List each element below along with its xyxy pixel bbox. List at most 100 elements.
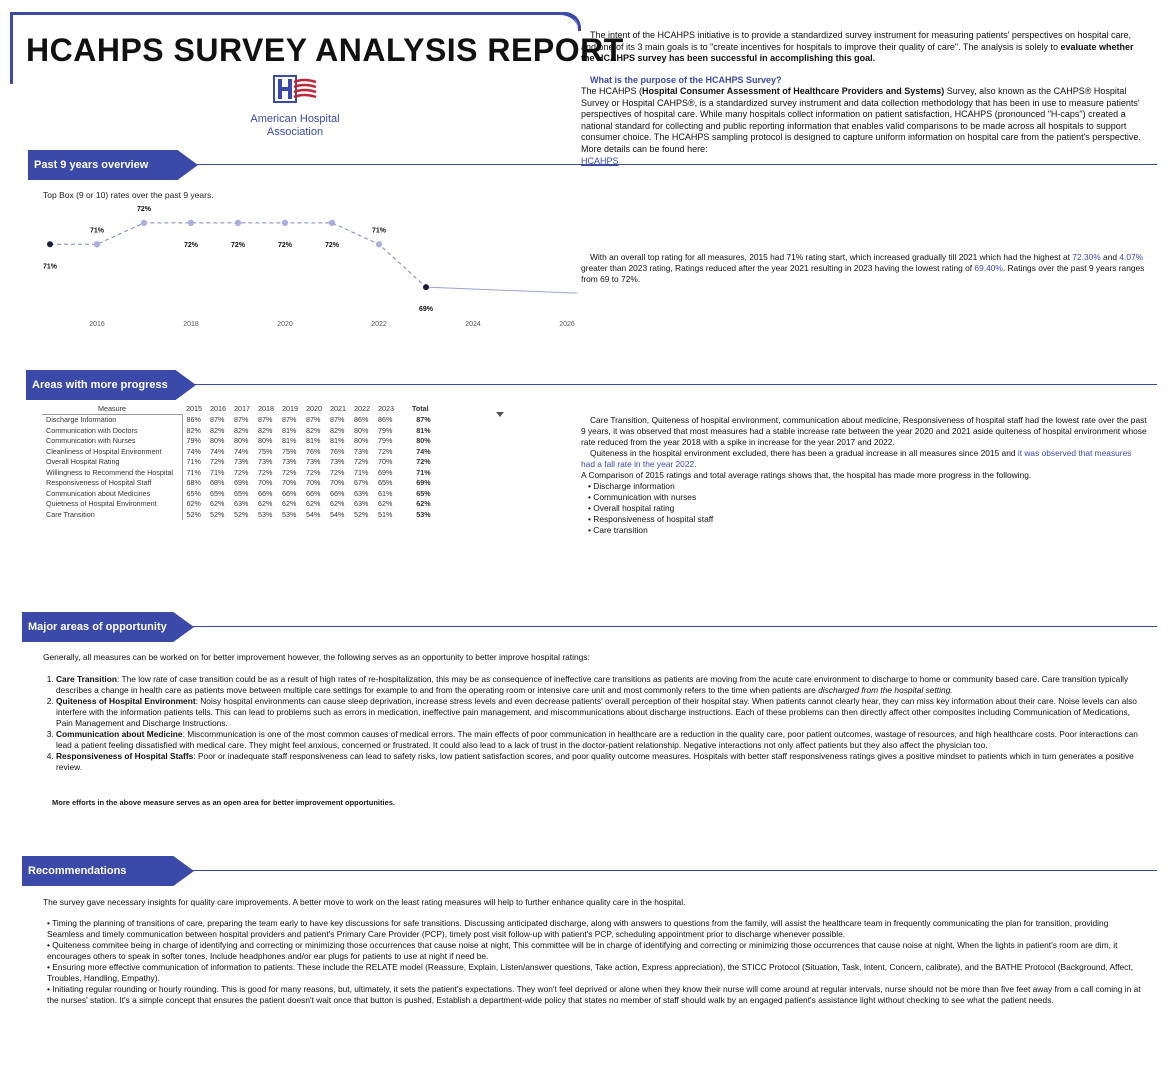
table-cell: 69% [234, 478, 249, 487]
table-cell: 87% [306, 414, 321, 424]
table-cell: 81% [282, 436, 297, 445]
table-cell: 72% [416, 457, 431, 466]
list-item: Quiteness of Hospital Environment: Noisy… [56, 696, 1146, 729]
table-cell: 66% [330, 488, 345, 498]
table-cell: 62% [210, 499, 225, 508]
list-item: Quiteness commitee being in charge of id… [47, 940, 1145, 962]
section-opportunity: Major areas of opportunity [22, 612, 194, 642]
table-cell: 72% [378, 446, 393, 456]
progress-p1: Care Transition, Quiteness of hospital e… [581, 415, 1147, 447]
list-item: Care Transition: The low rate of case tr… [56, 674, 1146, 696]
section-divider [190, 164, 1157, 165]
data-point [328, 219, 336, 227]
recommendations-list-wrap: Timing the planning of transitions of ca… [47, 918, 1145, 1006]
table-cell: 86% [378, 414, 393, 424]
purpose-text-pre: The HCAHPS ( [581, 86, 643, 96]
list-item: Discharge information [588, 481, 1147, 492]
opportunity-head: Communication about Medicine [56, 729, 183, 739]
report-title: HCAHPS SURVEY ANALYSIS REPORT [26, 32, 624, 68]
table-cell: 82% [234, 425, 249, 435]
x-tick-label: 2022 [371, 321, 387, 328]
table-cell: 62% [282, 499, 297, 508]
data-label: 72% [325, 242, 340, 249]
progress-text: Care Transition, Quiteness of hospital e… [581, 415, 1147, 536]
table-cell: Care Transition [42, 509, 183, 520]
table-header-cell: Measure [42, 403, 182, 415]
table-cell: 52% [234, 509, 249, 519]
list-item: Initiating regular rounding or hourly ro… [47, 984, 1145, 1006]
table-cell: 62% [258, 499, 273, 508]
sort-desc-icon[interactable] [496, 412, 504, 417]
table-cell: 53% [258, 509, 273, 519]
opportunity-head: Responsiveness of Hospital Staffs [56, 751, 194, 761]
table-cell: 74% [234, 446, 249, 456]
list-item: Timing the planning of transitions of ca… [47, 918, 1145, 940]
table-cell: 73% [354, 446, 369, 456]
table-cell: 65% [234, 488, 249, 498]
progress-p2-highlight: it was observed that measures had a fall… [581, 448, 1132, 469]
table-body: Discharge Information 86% 87% 87% 87% 87% 87% 8… [42, 414, 433, 520]
table-header-cell: 2019 [282, 404, 298, 414]
data-point [281, 219, 289, 227]
list-item: Responsiveness of Hospital Staffs: Poor … [56, 751, 1146, 773]
table-cell: 54% [330, 509, 345, 519]
table-cell: 82% [330, 425, 345, 435]
table-cell: 70% [330, 478, 345, 487]
table-cell: 80% [354, 425, 369, 435]
table-cell: 71% [416, 467, 431, 477]
table-cell: 82% [306, 425, 321, 435]
aha-logo: American Hospital Association [240, 74, 350, 139]
purpose-text-bold: Hospital Consumer Assessment of Healthca… [642, 86, 945, 96]
table-cell: 87% [330, 414, 345, 424]
intro-text: The intent of the HCAHPS initiative is t… [581, 30, 1131, 52]
table-cell: 70% [378, 457, 393, 466]
table-cell: 52% [186, 509, 201, 519]
data-point [375, 241, 383, 248]
table-cell: 66% [258, 488, 273, 498]
table-cell: 66% [306, 488, 321, 498]
table-cell: 73% [282, 457, 297, 466]
table-cell: 62% [378, 499, 393, 508]
list-item: Communication about Medicine: Miscommuni… [56, 729, 1146, 751]
table-cell: Communication with Doctors [42, 425, 183, 436]
opportunity-list-wrap: Care Transition: The low rate of case tr… [44, 674, 1146, 773]
data-point [93, 241, 101, 248]
table-cell: 72% [354, 457, 369, 466]
hcahps-link[interactable]: HCAHPS [581, 155, 619, 166]
table-cell: 71% [210, 467, 225, 477]
table-cell: 87% [282, 414, 297, 424]
progress-paragraph-3: A Comparison of 2015 ratings and total a… [581, 470, 1032, 480]
data-label: 72% [184, 242, 199, 249]
progress-paragraph-1: Care Transition, Quiteness of hospital e… [581, 415, 1147, 448]
table-row: Care Transition 52% 52% 52% 53% 53% 54% 54% 52% 5… [42, 509, 433, 520]
table-cell: 51% [378, 509, 393, 519]
table-cell: Responsiveness of Hospital Staff [42, 478, 183, 489]
opportunity-text: : Noisy hospital environments can cause … [56, 696, 1137, 728]
section-divider [186, 870, 1157, 871]
table-cell: 70% [306, 478, 321, 487]
table-cell: 87% [210, 414, 225, 424]
overview-text-mid1: and [1100, 252, 1120, 262]
progress-paragraph-2: Quiteness in the hospital environment ex… [581, 448, 1147, 470]
table-cell: 69% [416, 478, 431, 487]
table-row: Communication about Medicines 65% 65% 65% 66… [42, 488, 433, 499]
table-cell: 65% [210, 488, 225, 498]
table-cell: 63% [354, 488, 369, 498]
table-cell: 62% [306, 499, 321, 508]
table-row: Responsiveness of Hospital Staff 68% 68% 69… [42, 478, 433, 489]
data-label: 69% [419, 306, 434, 313]
section-recommendations: Recommendations [22, 856, 194, 886]
table-cell: 80% [258, 436, 273, 445]
overview-text-post: . Ratings over the past 9 years ranges f… [581, 263, 1145, 284]
table-cell: 79% [378, 436, 393, 445]
table-cell: 73% [234, 457, 249, 466]
table-cell: 80% [354, 436, 369, 445]
table-cell: 73% [258, 457, 273, 466]
table-cell: 81% [282, 425, 297, 435]
measure-table-wrap: Measure 2015 2016 2017 2018 2019 2020 2021 2022 2… [42, 403, 433, 520]
table-cell: 74% [186, 446, 201, 456]
table-header-row: Measure 2015 2016 2017 2018 2019 2020 2021 2022 2… [42, 403, 433, 415]
overview-paragraph: With an overall top rating for all measu… [581, 252, 1147, 285]
x-tick-label: 2016 [89, 321, 105, 328]
table-cell: 80% [416, 436, 431, 445]
